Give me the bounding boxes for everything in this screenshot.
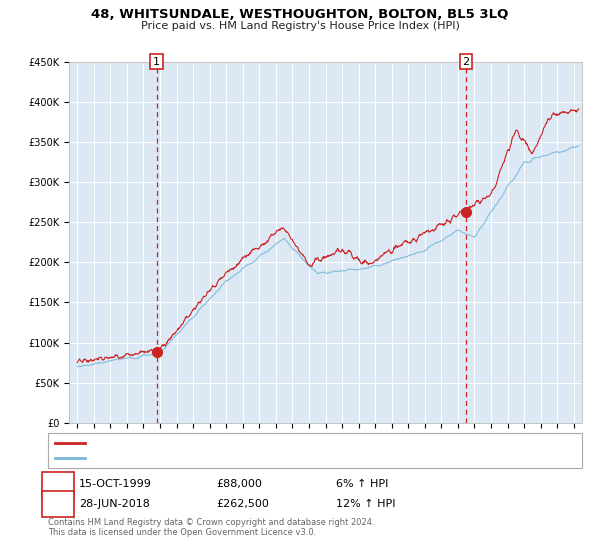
Text: 28-JUN-2018: 28-JUN-2018 [79, 499, 150, 509]
Text: Contains HM Land Registry data © Crown copyright and database right 2024.
This d: Contains HM Land Registry data © Crown c… [48, 518, 374, 538]
Text: £88,000: £88,000 [216, 479, 262, 489]
Text: 12% ↑ HPI: 12% ↑ HPI [336, 499, 395, 509]
Text: 2: 2 [463, 57, 470, 67]
Text: 1: 1 [55, 479, 61, 489]
Text: £262,500: £262,500 [216, 499, 269, 509]
Text: Price paid vs. HM Land Registry's House Price Index (HPI): Price paid vs. HM Land Registry's House … [140, 21, 460, 31]
Text: 1: 1 [153, 57, 160, 67]
Text: 15-OCT-1999: 15-OCT-1999 [79, 479, 152, 489]
Text: 48, WHITSUNDALE, WESTHOUGHTON, BOLTON, BL5 3LQ: 48, WHITSUNDALE, WESTHOUGHTON, BOLTON, B… [91, 8, 509, 21]
Text: 6% ↑ HPI: 6% ↑ HPI [336, 479, 388, 489]
Text: 48, WHITSUNDALE, WESTHOUGHTON, BOLTON, BL5 3LQ (detached house): 48, WHITSUNDALE, WESTHOUGHTON, BOLTON, B… [91, 437, 479, 447]
Text: HPI: Average price, detached house, Bolton: HPI: Average price, detached house, Bolt… [91, 453, 318, 463]
Text: 2: 2 [55, 499, 61, 509]
